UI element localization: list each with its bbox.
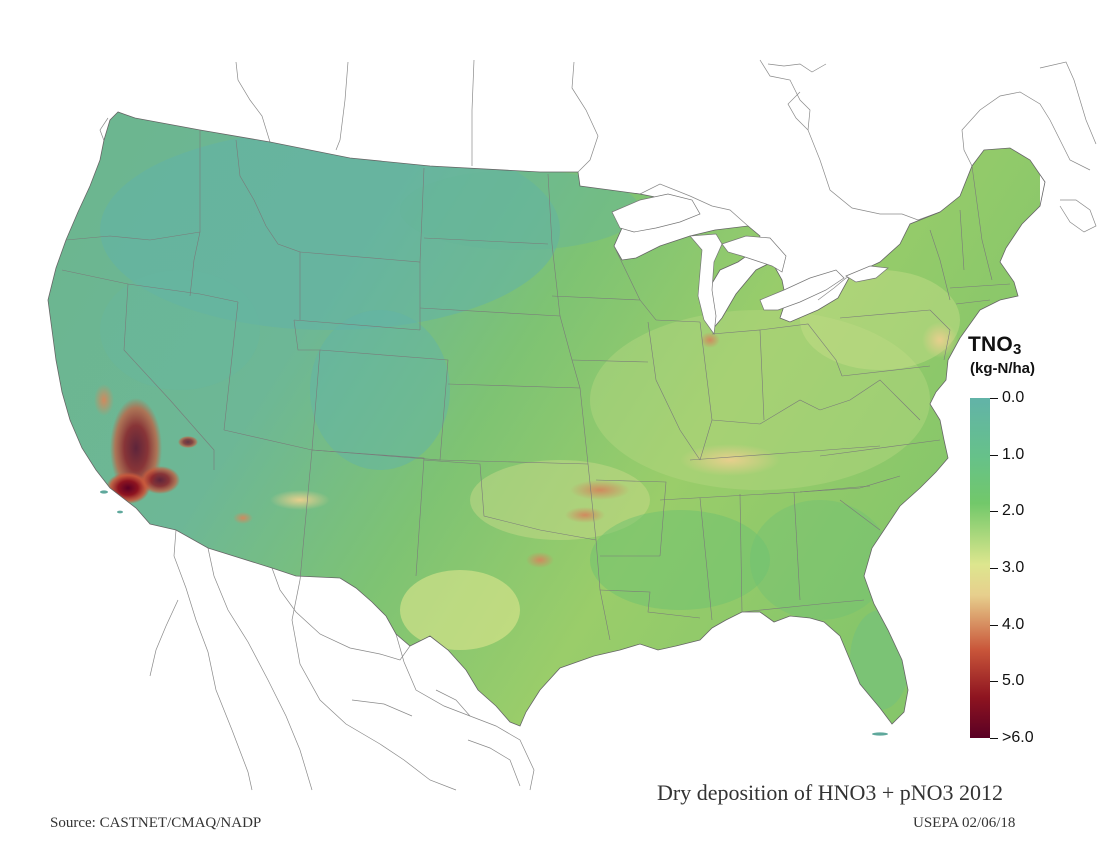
- legend-units: (kg-N/ha): [970, 360, 1035, 377]
- legend-tick: [990, 568, 998, 569]
- legend-tick: [990, 681, 998, 683]
- deposition-raster: [48, 112, 1040, 726]
- legend-title: TNO3: [968, 333, 1022, 358]
- legend-tick: [990, 454, 998, 456]
- legend-label: >6.0: [1002, 729, 1034, 746]
- credit-caption: USEPA 02/06/18: [913, 815, 1016, 831]
- source-caption: Source: CASTNET/CMAQ/NADP: [50, 815, 262, 831]
- legend-tick: [990, 738, 998, 739]
- map-title: Dry deposition of HNO3 + pNO3 2012: [657, 780, 1004, 805]
- legend-label: 3.0: [1002, 559, 1025, 576]
- state-borders: [61, 130, 1011, 641]
- legend-tick: [990, 624, 998, 626]
- legend-label: 5.0: [1002, 672, 1025, 690]
- legend-label: 1.0: [1002, 445, 1025, 463]
- legend-label: 4.0: [1002, 615, 1025, 633]
- legend-tick: [990, 398, 998, 399]
- legend-tick: [990, 511, 998, 513]
- legend-color-bar: [970, 398, 990, 738]
- legend-label: 2.0: [1002, 502, 1025, 520]
- coastal-islands: [100, 490, 888, 736]
- great-lakes: [611, 193, 889, 335]
- legend-label: 0.0: [1002, 389, 1025, 406]
